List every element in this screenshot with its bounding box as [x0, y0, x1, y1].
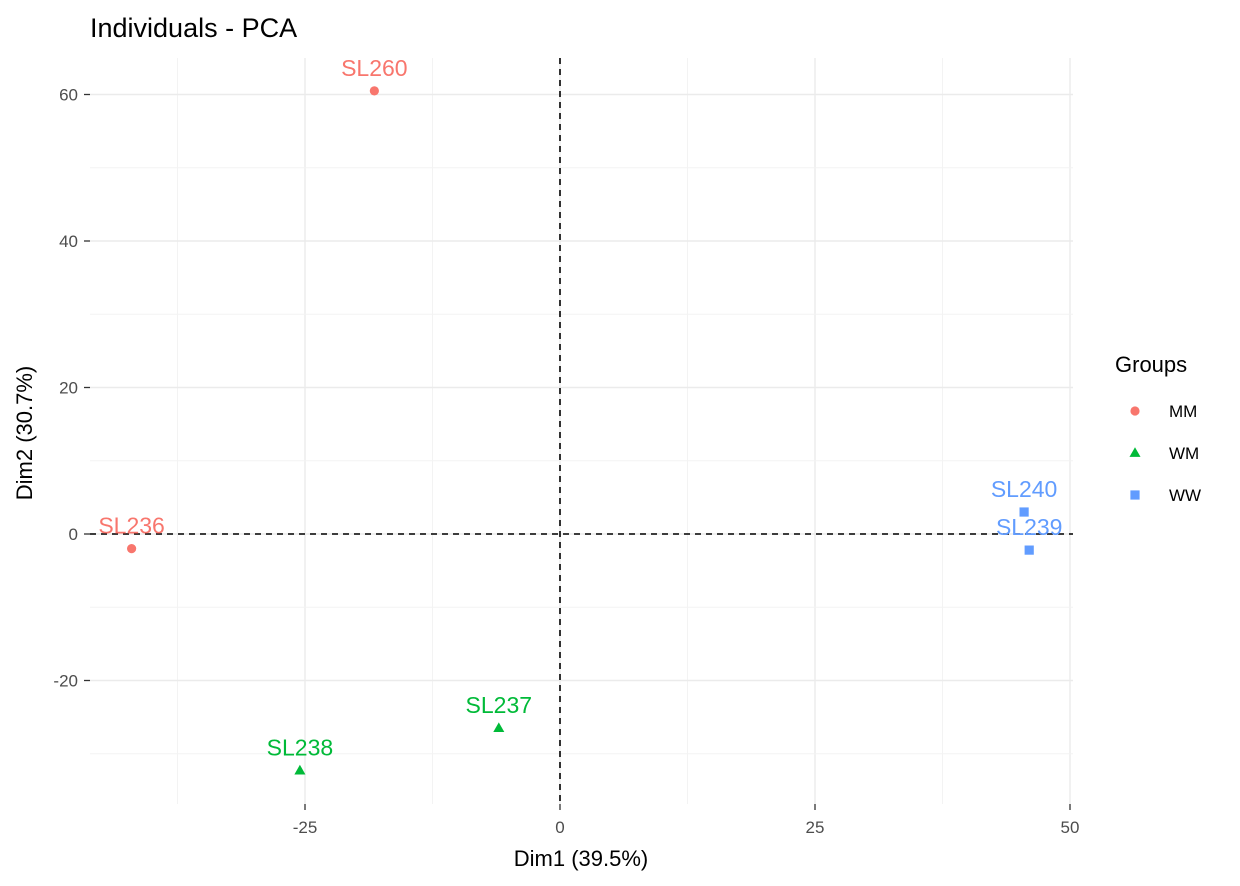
- legend-item: MM: [1130, 402, 1197, 421]
- legend-item: WW: [1130, 486, 1201, 505]
- legend-key: [1130, 406, 1140, 416]
- point-label: SL260: [341, 55, 408, 81]
- legend-label: MM: [1169, 402, 1197, 421]
- x-tick-label: 0: [555, 818, 564, 837]
- grid: [90, 58, 1073, 804]
- legend-title: Groups: [1115, 352, 1187, 377]
- x-tick-label: -25: [293, 818, 318, 837]
- legend-label: WM: [1169, 444, 1199, 463]
- y-tick-label: 0: [69, 525, 78, 544]
- zero-lines: [90, 58, 1073, 804]
- y-tick-label: 60: [59, 86, 78, 105]
- data-points: [127, 86, 1034, 775]
- legend-key: [1129, 447, 1141, 457]
- point-label: SL236: [98, 513, 165, 539]
- y-axis-ticks: -20 0 20 40 60: [53, 86, 90, 691]
- point-label: SL240: [991, 476, 1058, 502]
- legend-items: MM WM WW: [1129, 402, 1201, 505]
- y-tick-label: 20: [59, 379, 78, 398]
- data-point: [127, 544, 137, 554]
- chart-title: Individuals - PCA: [90, 13, 297, 43]
- legend: Groups MM WM WW: [1115, 352, 1201, 505]
- point-labels: SL260 SL236 SL237 SL238 SL240 SL239: [98, 55, 1062, 761]
- x-tick-label: 50: [1061, 818, 1080, 837]
- data-point: [294, 764, 306, 775]
- x-axis-ticks: -25 0 25 50: [293, 804, 1080, 837]
- legend-key: [1130, 490, 1140, 500]
- x-tick-label: 25: [806, 818, 825, 837]
- data-point: [1019, 507, 1029, 517]
- y-axis-title: Dim2 (30.7%): [12, 366, 37, 500]
- data-point: [1024, 545, 1034, 555]
- legend-label: WW: [1169, 486, 1201, 505]
- point-label: SL237: [466, 692, 533, 718]
- point-label: SL238: [267, 735, 334, 761]
- legend-item: WM: [1129, 444, 1199, 463]
- point-label: SL239: [996, 514, 1063, 540]
- data-point: [369, 86, 379, 96]
- y-tick-label: 40: [59, 232, 78, 251]
- x-axis-title: Dim1 (39.5%): [514, 846, 648, 871]
- y-tick-label: -20: [53, 672, 78, 691]
- data-point: [493, 722, 505, 732]
